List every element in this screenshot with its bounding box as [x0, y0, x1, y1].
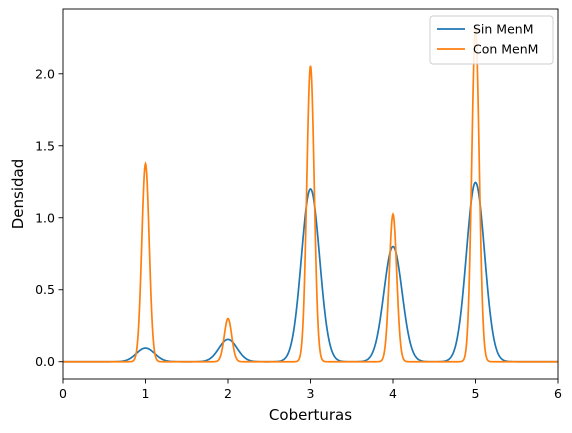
x-tick-label: 2	[224, 386, 232, 401]
y-tick-label: 0.0	[35, 354, 55, 369]
x-tick-label: 0	[59, 386, 67, 401]
y-tick-label: 1.0	[35, 210, 55, 225]
y-tick-label: 2.0	[35, 66, 55, 81]
y-tick-label: 0.5	[35, 282, 55, 297]
x-tick-label: 6	[554, 386, 562, 401]
legend-entry-sin-menm: Sin MenM	[473, 22, 534, 37]
x-tick-label: 3	[307, 386, 315, 401]
y-axis-label: Densidad	[9, 159, 27, 230]
y-axis: 0.0 0.5 1.0 1.5 2.0	[35, 66, 63, 369]
legend-entry-con-menm: Con MenM	[473, 42, 538, 57]
x-tick-label: 1	[142, 386, 150, 401]
x-tick-label: 5	[472, 386, 480, 401]
x-axis-label: Coberturas	[269, 406, 352, 424]
x-axis: 0 1 2 3 4 5 6	[59, 379, 562, 401]
y-tick-label: 1.5	[35, 138, 55, 153]
x-tick-label: 4	[389, 386, 397, 401]
legend: Sin MenM Con MenM	[430, 16, 553, 64]
